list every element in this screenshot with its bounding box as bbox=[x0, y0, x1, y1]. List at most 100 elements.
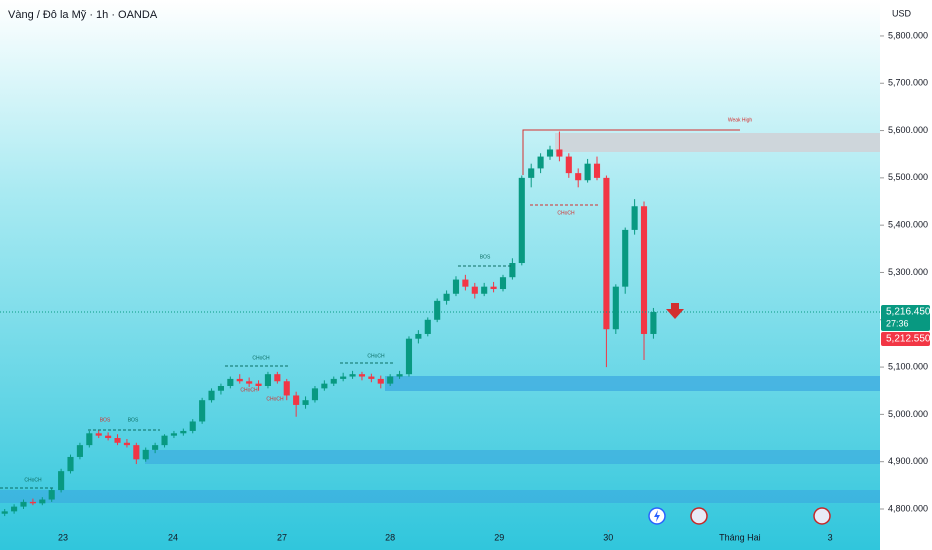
candle-body bbox=[471, 286, 478, 294]
candle-body bbox=[283, 381, 290, 396]
candle-body bbox=[377, 378, 384, 384]
candle-body bbox=[199, 400, 206, 422]
demand-zone bbox=[0, 490, 880, 503]
us-flag-icon bbox=[813, 507, 831, 525]
candle-body bbox=[612, 286, 619, 330]
annotation: BOS bbox=[100, 417, 111, 423]
candle-body bbox=[76, 445, 83, 457]
candle-body bbox=[443, 293, 450, 301]
candle-body bbox=[133, 445, 140, 460]
candle-body bbox=[640, 206, 648, 334]
axis: 4,800.0004,900.0005,000.0005,100.0005,20… bbox=[58, 30, 931, 542]
candle-body bbox=[509, 263, 516, 278]
candle-body bbox=[142, 449, 149, 460]
event-icon-bolt bbox=[654, 510, 660, 522]
annotation: BOS bbox=[128, 417, 139, 423]
candle-body bbox=[396, 374, 403, 377]
candle-body bbox=[518, 177, 525, 264]
candle-body bbox=[349, 374, 356, 377]
candle-body bbox=[11, 506, 18, 512]
candle-body bbox=[189, 421, 196, 431]
y-tick-label: 5,000.000 bbox=[888, 409, 928, 419]
candle-body bbox=[321, 383, 328, 389]
candle-body bbox=[67, 456, 74, 472]
annotation: CHoCH bbox=[367, 353, 385, 359]
annotation: CHoCH bbox=[557, 210, 575, 216]
annotation: CHoCH bbox=[240, 387, 258, 393]
candle-body bbox=[368, 376, 375, 379]
candle-body bbox=[452, 279, 460, 294]
candle-body bbox=[39, 499, 46, 504]
candle-body bbox=[490, 286, 497, 290]
candle-body bbox=[556, 149, 563, 157]
annotation: CHoCH bbox=[252, 355, 270, 361]
candle-body bbox=[1, 511, 8, 514]
candle-body bbox=[330, 378, 337, 384]
candle-body bbox=[528, 168, 535, 178]
x-tick-label: 30 bbox=[603, 532, 613, 542]
candle-body bbox=[208, 390, 215, 401]
candle-body bbox=[462, 279, 469, 287]
annotation: CHoCH bbox=[266, 396, 284, 402]
candle-body bbox=[631, 206, 638, 230]
bid-price-tag bbox=[881, 331, 930, 346]
y-tick-label: 5,700.000 bbox=[888, 78, 928, 88]
annotation: Weak High bbox=[728, 117, 753, 123]
demand-zone bbox=[145, 450, 880, 464]
candle-body bbox=[537, 156, 544, 169]
candle-body bbox=[650, 311, 657, 334]
countdown: 27:36 bbox=[886, 318, 909, 328]
candle-body bbox=[575, 173, 582, 181]
candle-body bbox=[302, 400, 309, 405]
marks bbox=[0, 131, 880, 517]
x-tick-label: Tháng Hai bbox=[719, 532, 761, 542]
candle-body bbox=[546, 149, 554, 157]
candle-body bbox=[424, 319, 431, 334]
candle-body bbox=[434, 300, 441, 320]
plot-background bbox=[0, 0, 880, 550]
candle-body bbox=[264, 374, 272, 387]
last-price-tag bbox=[881, 304, 930, 331]
down-arrow bbox=[666, 303, 684, 319]
candle-body bbox=[593, 163, 601, 178]
x-tick-label: 3 bbox=[828, 532, 833, 542]
x-tick-label: 27 bbox=[277, 532, 287, 542]
candle-body bbox=[114, 438, 121, 443]
y-tick-label: 4,900.000 bbox=[888, 456, 928, 466]
candle-body bbox=[20, 501, 27, 507]
candle-body bbox=[358, 374, 366, 377]
candle-body bbox=[95, 433, 102, 436]
y-tick-label: 5,100.000 bbox=[888, 361, 928, 371]
candle-body bbox=[123, 442, 130, 446]
x-tick-label: 29 bbox=[494, 532, 504, 542]
weak-high-line bbox=[522, 129, 740, 175]
y-tick-label: 5,300.000 bbox=[888, 267, 928, 277]
candle-body bbox=[274, 374, 281, 382]
candle-body bbox=[405, 338, 413, 375]
x-tick-label: 24 bbox=[168, 532, 178, 542]
y-tick-label: 5,800.000 bbox=[888, 30, 928, 40]
candle-body bbox=[170, 433, 177, 436]
candle-body bbox=[246, 381, 253, 384]
bid-price-label: 5,212.550 bbox=[886, 334, 931, 345]
candle-body bbox=[236, 378, 243, 382]
candle-body bbox=[603, 177, 610, 330]
y-tick-label: 4,800.000 bbox=[888, 503, 928, 513]
y-tick-label: 5,600.000 bbox=[888, 125, 928, 135]
candle-body bbox=[387, 376, 394, 384]
candle-body bbox=[584, 163, 591, 181]
candle-body bbox=[152, 445, 159, 450]
candle-body bbox=[86, 433, 93, 446]
candle-body bbox=[48, 490, 55, 500]
us-flag-icon bbox=[690, 507, 708, 525]
candle-body bbox=[311, 388, 319, 401]
candle-body bbox=[217, 386, 224, 391]
candle-body bbox=[58, 471, 65, 491]
last-price-label: 5,216.450 bbox=[886, 307, 931, 318]
annotation: BOS bbox=[480, 254, 491, 260]
annotation: CHoCH bbox=[24, 477, 42, 483]
currency-label: USD bbox=[892, 8, 912, 18]
x-tick-label: 23 bbox=[58, 532, 68, 542]
